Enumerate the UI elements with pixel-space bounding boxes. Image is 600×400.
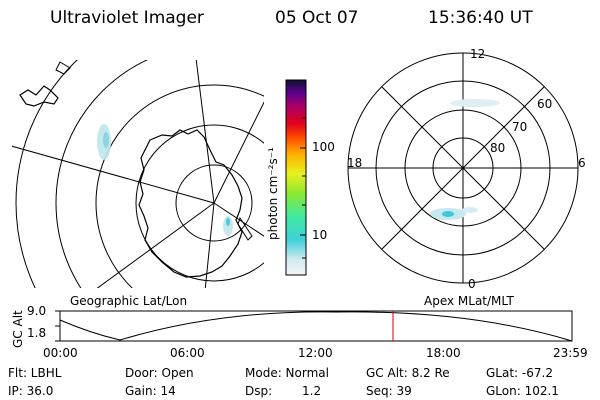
orbit-xtick: 12:00 xyxy=(298,346,333,360)
aurora-emission-right xyxy=(430,99,500,220)
mlat-label-70: 70 xyxy=(512,120,528,134)
mlt-label-0: 0 xyxy=(468,277,476,291)
mlat-label-80: 80 xyxy=(490,141,506,155)
colorbar-unit-label: photon cm⁻²s⁻¹ xyxy=(266,147,280,240)
mlt-label-6: 6 xyxy=(578,156,586,170)
dsp-value: 1.2 xyxy=(302,384,322,398)
mlt-label-12: 12 xyxy=(470,47,486,61)
gain-status: Gain: 14 xyxy=(125,384,176,398)
mode-status: Mode: Normal xyxy=(245,366,329,380)
orbit-plot xyxy=(55,310,573,342)
orbit-altitude-curve xyxy=(59,311,573,342)
instrument-title: Ultraviolet Imager xyxy=(50,8,204,28)
orbit-ytick-low: 1.8 xyxy=(27,326,47,340)
colorbar xyxy=(285,79,307,276)
orbit-xtick: 06:00 xyxy=(170,346,205,360)
colorbar-tick-100: 100 xyxy=(312,140,335,154)
orbit-xtick: 00:00 xyxy=(43,346,78,360)
mlat-label-60: 60 xyxy=(537,97,553,111)
glat-status: GLat: -67.2 xyxy=(486,366,553,380)
right-panel-caption: Apex MLat/MLT xyxy=(424,294,514,308)
orbit-ytick-high: 9.0 xyxy=(27,304,47,318)
left-panel-caption: Geographic Lat/Lon xyxy=(70,294,188,308)
geographic-map xyxy=(12,60,264,288)
dsp-label: Dsp: xyxy=(245,384,273,398)
orbit-ylabel: GC Alt xyxy=(11,310,25,348)
ip-status: IP: 36.0 xyxy=(8,384,54,398)
time-label: 15:36:40 UT xyxy=(428,8,533,28)
polar-plot xyxy=(347,52,579,284)
colorbar-tick-10: 10 xyxy=(312,228,328,242)
filter-status: Flt: LBHL xyxy=(8,366,62,380)
sequence-status: Seq: 39 xyxy=(366,384,412,398)
orbit-xtick: 23:59 xyxy=(553,346,588,360)
mlt-label-18: 18 xyxy=(347,156,363,170)
glon-status: GLon: 102.1 xyxy=(486,384,559,398)
orbit-xtick: 18:00 xyxy=(426,346,461,360)
door-status: Door: Open xyxy=(125,366,194,380)
gc-alt-status: GC Alt: 8.2 Re xyxy=(366,366,450,380)
date-label: 05 Oct 07 xyxy=(275,8,359,28)
aurora-emission-left xyxy=(97,124,233,236)
